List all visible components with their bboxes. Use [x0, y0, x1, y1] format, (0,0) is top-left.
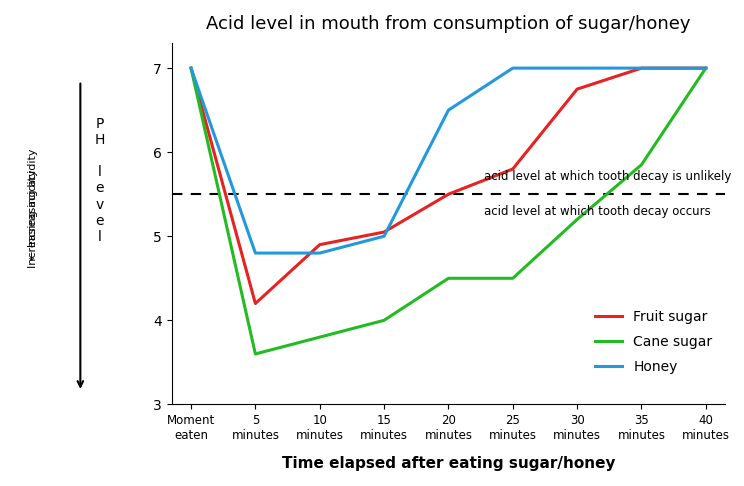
X-axis label: Time elapsed after eating sugar/honey: Time elapsed after eating sugar/honey	[282, 456, 615, 471]
Title: Acid level in mouth from consumption of sugar/honey: Acid level in mouth from consumption of …	[206, 15, 690, 33]
Text: acid level at which tooth decay occurs: acid level at which tooth decay occurs	[484, 205, 711, 218]
Legend: Fruit sugar, Cane sugar, Honey: Fruit sugar, Cane sugar, Honey	[589, 304, 718, 380]
Text: ← Increasing acidity: ← Increasing acidity	[28, 148, 39, 260]
Text: acid level at which tooth decay is unlikely: acid level at which tooth decay is unlik…	[484, 170, 731, 183]
Text: P
H

l
e
v
e
l: P H l e v e l	[94, 117, 105, 244]
Text: Increasing acidity: Increasing acidity	[28, 170, 39, 268]
